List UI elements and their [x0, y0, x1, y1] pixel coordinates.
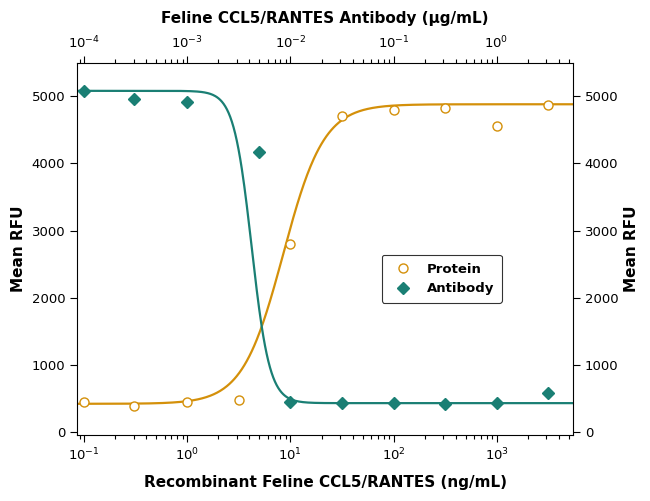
Legend: Protein, Antibody: Protein, Antibody — [382, 255, 502, 303]
Antibody — [389, 400, 397, 406]
Protein — [493, 123, 500, 129]
X-axis label: Recombinant Feline CCL5/RANTES (ng/mL): Recombinant Feline CCL5/RANTES (ng/mL) — [144, 475, 506, 490]
Line: Antibody: Antibody — [80, 86, 552, 409]
X-axis label: Feline CCL5/RANTES Antibody (μg/mL): Feline CCL5/RANTES Antibody (μg/mL) — [161, 11, 489, 26]
Protein — [81, 399, 88, 405]
Protein — [441, 105, 449, 111]
Antibody — [81, 88, 88, 94]
Antibody — [338, 400, 346, 406]
Antibody — [493, 400, 500, 406]
Protein — [129, 403, 137, 409]
Y-axis label: Mean RFU: Mean RFU — [624, 206, 639, 292]
Protein — [338, 113, 346, 119]
Antibody — [441, 401, 449, 407]
Protein — [235, 397, 243, 403]
Line: Protein: Protein — [80, 100, 552, 410]
Protein — [544, 102, 552, 108]
Protein — [287, 241, 294, 247]
Antibody — [183, 99, 191, 105]
Antibody — [129, 96, 137, 102]
Antibody — [255, 149, 263, 155]
Antibody — [287, 399, 294, 405]
Protein — [389, 107, 397, 113]
Y-axis label: Mean RFU: Mean RFU — [11, 206, 26, 292]
Antibody — [544, 390, 552, 396]
Protein — [183, 399, 191, 405]
